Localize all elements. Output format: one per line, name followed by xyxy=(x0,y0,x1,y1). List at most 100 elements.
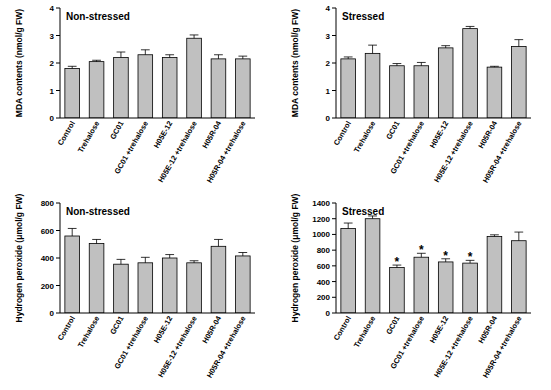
error-bar xyxy=(441,46,450,48)
panel: 0200400600800100012001400ControlTrehalos… xyxy=(290,193,531,379)
y-tick xyxy=(56,230,60,231)
error-bar xyxy=(190,261,199,263)
error-stem xyxy=(169,255,170,258)
y-tick xyxy=(332,63,336,64)
x-tick-label: H05E-12 xyxy=(152,315,175,345)
y-tick-label: 400 xyxy=(41,254,55,263)
error-cap xyxy=(92,239,101,240)
error-bar xyxy=(92,60,101,61)
y-tick-label: 400 xyxy=(317,278,331,287)
error-bar xyxy=(214,55,223,59)
x-tick-label: Trehalose xyxy=(76,315,101,350)
bar xyxy=(463,29,478,118)
bar xyxy=(390,267,405,313)
x-tick-label: H05E-12 +trehalose xyxy=(432,315,475,380)
error-cap xyxy=(165,54,174,55)
y-tick-label: 0 xyxy=(50,114,55,123)
error-cap xyxy=(92,60,101,61)
bar xyxy=(162,258,177,313)
error-cap xyxy=(117,259,126,260)
bars xyxy=(341,26,526,118)
error-stem xyxy=(218,55,219,59)
x-tick-label: H05R-04 +trehalose xyxy=(205,315,248,380)
x-tick-label: GC01 +trehalose xyxy=(113,315,150,371)
bar xyxy=(438,262,453,313)
error-cap xyxy=(214,239,223,240)
error-bar xyxy=(165,255,174,258)
x-tick-label: GC01 +trehalose xyxy=(389,315,426,371)
bar xyxy=(341,59,356,118)
error-cap xyxy=(514,232,523,233)
error-cap xyxy=(417,62,426,63)
y-tick-label: 0 xyxy=(326,114,331,123)
x-tick-label: Trehalose xyxy=(76,120,101,155)
x-tick-label: H05R-04 xyxy=(200,119,223,150)
y-tick-label: 1200 xyxy=(312,215,330,224)
bar xyxy=(211,246,226,313)
error-bar xyxy=(141,50,150,55)
bar xyxy=(162,58,177,119)
y-tick-label: 1 xyxy=(50,87,55,96)
y-tick xyxy=(332,281,336,282)
bar xyxy=(114,264,129,313)
error-cap xyxy=(490,234,499,235)
y-axis-label: MDA contents (nmol/g FW) xyxy=(290,9,300,117)
error-bar xyxy=(514,40,523,47)
error-stem xyxy=(218,239,219,246)
bar xyxy=(365,219,380,313)
error-stem xyxy=(145,50,146,55)
bar xyxy=(187,263,202,313)
significance-mark: * xyxy=(395,255,400,269)
bar xyxy=(414,66,429,118)
y-axis-label: Hydrogen peroxide (μmol/g FW) xyxy=(14,193,24,322)
significance-mark: * xyxy=(468,250,473,264)
x-tick-label: H05R-04 xyxy=(476,314,499,345)
bar xyxy=(89,62,104,118)
error-cap xyxy=(141,257,150,258)
bar xyxy=(65,69,80,119)
x-tick-label: GC01 xyxy=(108,120,126,141)
x-tick-label: GC01 +trehalose xyxy=(389,120,426,176)
y-tick-label: 200 xyxy=(317,293,331,302)
error-cap xyxy=(466,26,475,27)
error-bar xyxy=(68,66,77,68)
error-cap xyxy=(514,39,523,40)
y-tick-label: 600 xyxy=(41,227,55,236)
error-cap xyxy=(368,45,377,46)
y-tick xyxy=(332,35,336,36)
bar xyxy=(512,241,527,313)
y-axis xyxy=(336,203,337,313)
bars xyxy=(341,216,526,313)
bar xyxy=(365,53,380,118)
error-cap xyxy=(344,223,353,224)
error-bar xyxy=(92,239,101,243)
y-axis-label: MDA contents (nmol/g FW) xyxy=(14,9,24,117)
error-stem xyxy=(169,55,170,58)
error-stem xyxy=(518,40,519,47)
bar xyxy=(487,236,502,313)
y-tick xyxy=(56,63,60,64)
y-tick-label: 800 xyxy=(41,199,55,208)
y-tick xyxy=(332,234,336,235)
y-tick-label: 1 xyxy=(326,87,331,96)
y-tick xyxy=(332,265,336,266)
error-bar xyxy=(344,57,353,59)
error-bar xyxy=(117,52,126,58)
bar xyxy=(463,263,478,313)
y-tick-label: 0 xyxy=(326,309,331,318)
panel: 01234ControlTrehaloseGC01GC01 +trehalose… xyxy=(14,4,255,184)
bar xyxy=(438,48,453,118)
panel-title: Non-stressed xyxy=(66,11,130,22)
error-stem xyxy=(120,259,121,264)
y-tick xyxy=(56,118,60,119)
error-stem xyxy=(120,52,121,58)
error-cap xyxy=(190,34,199,35)
x-tick-label: Trehalose xyxy=(352,315,377,350)
x-tick-label: H05R-04 +trehalose xyxy=(205,120,248,185)
y-tick-label: 600 xyxy=(317,262,331,271)
x-axis xyxy=(60,118,255,119)
bar xyxy=(512,47,527,119)
bar xyxy=(138,55,153,118)
error-cap xyxy=(490,66,499,67)
y-tick xyxy=(332,297,336,298)
